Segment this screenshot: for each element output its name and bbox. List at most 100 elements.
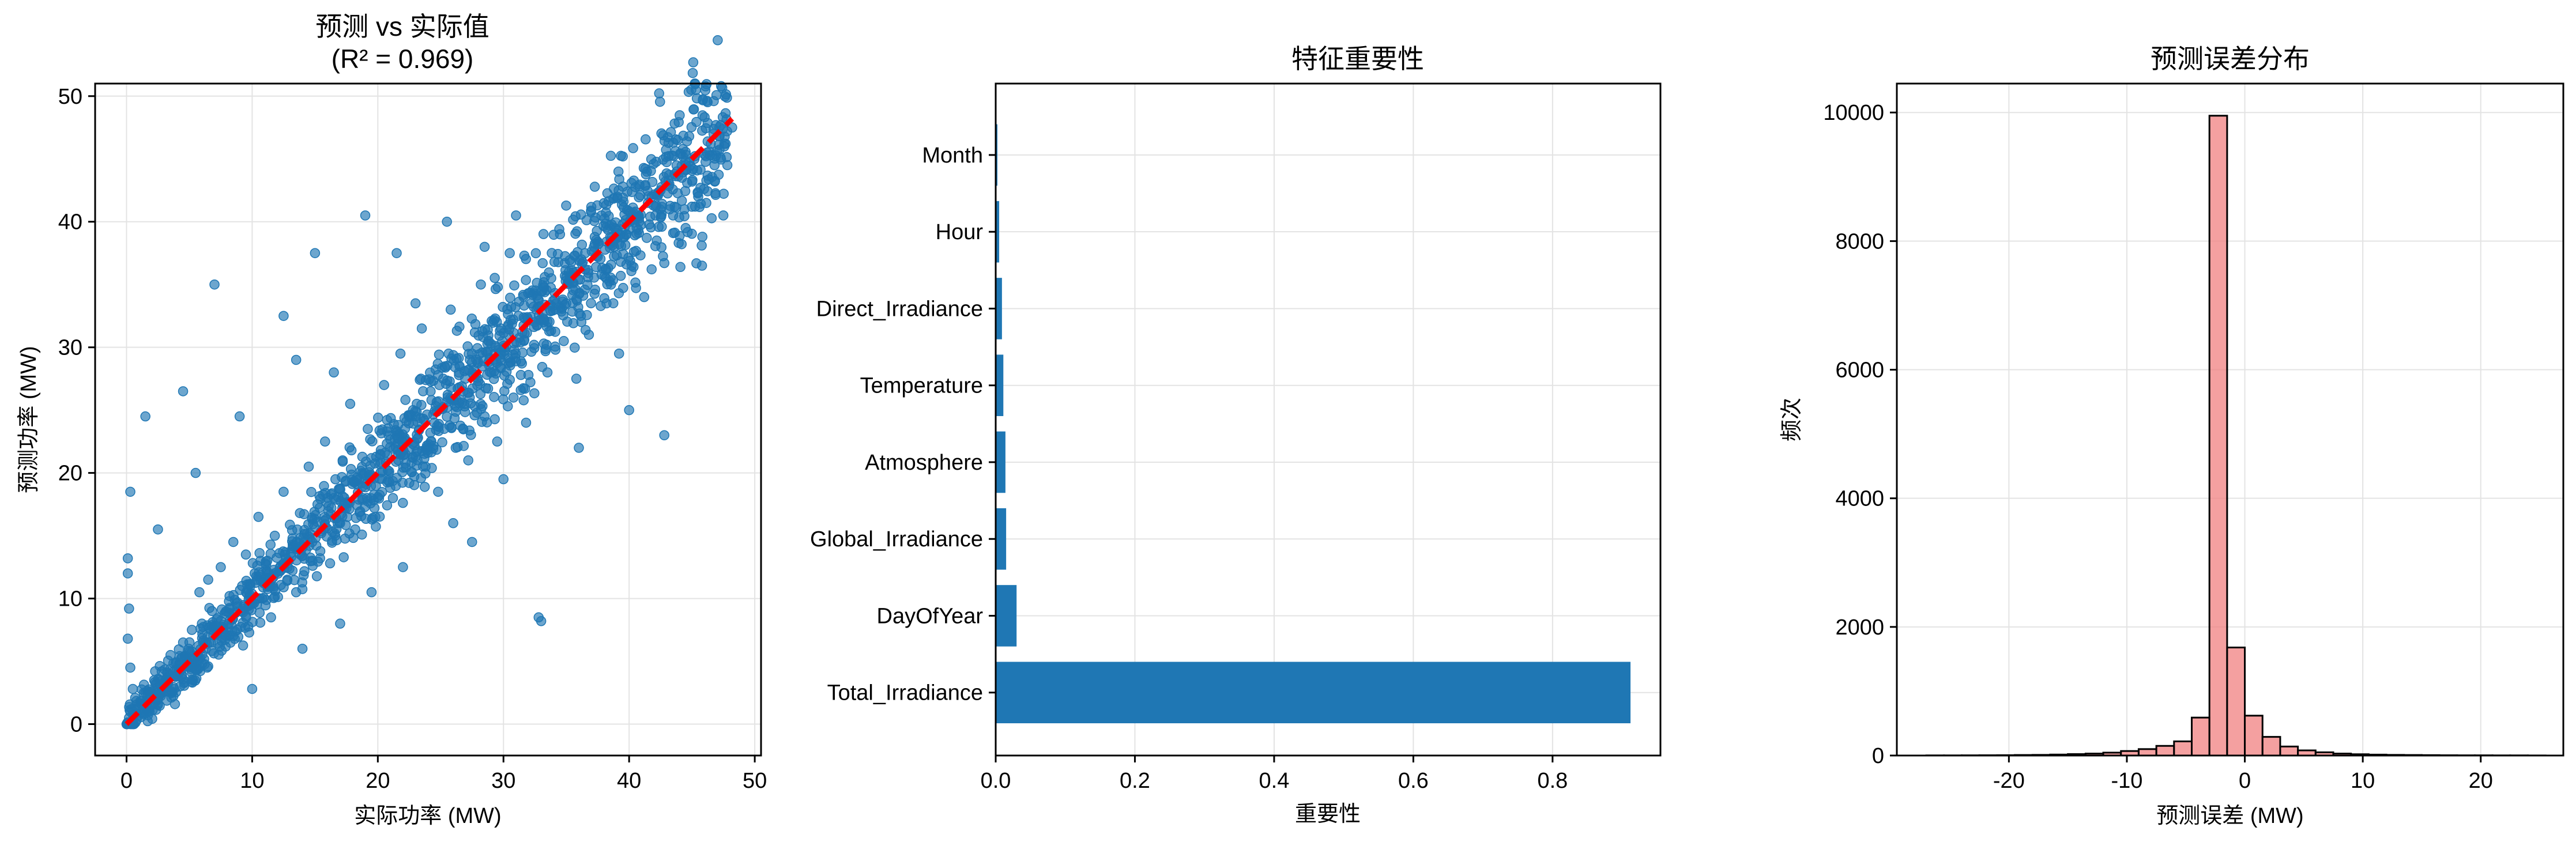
hist-bar — [2208, 115, 2228, 757]
scatter-point — [592, 236, 603, 247]
scatter-point — [572, 247, 583, 258]
hist-frame — [1896, 82, 2564, 757]
scatter-point — [242, 584, 253, 595]
scatter-point — [641, 134, 651, 145]
scatter-point — [479, 241, 490, 252]
scatter-point — [265, 549, 276, 559]
scatter-point — [398, 562, 408, 572]
scatter-point — [375, 445, 386, 455]
scatter-point — [335, 618, 345, 629]
hist-bar — [2226, 647, 2246, 757]
scatter-point — [466, 314, 477, 324]
scatter-point — [204, 603, 214, 613]
scatter-point — [561, 200, 571, 211]
scatter-point — [688, 57, 699, 67]
x-tick-label: 10 — [2351, 769, 2375, 793]
scatter-point — [547, 248, 557, 258]
scatter-point — [477, 417, 487, 427]
importance-title: 特征重要性 — [1291, 44, 1424, 74]
scatter-point — [416, 323, 427, 334]
scatter-point — [250, 577, 261, 588]
scatter-point — [345, 399, 356, 409]
scatter-point — [490, 284, 501, 294]
scatter-point — [498, 474, 509, 485]
scatter-point — [605, 150, 616, 161]
scatter-point — [297, 584, 308, 595]
y-tick-label: 2000 — [1835, 615, 1884, 640]
scatter-point — [570, 211, 581, 222]
scatter-point — [550, 341, 560, 352]
scatter-point — [562, 316, 573, 327]
scatter-point — [718, 188, 729, 199]
scatter-point — [536, 616, 547, 626]
scatter-point — [656, 242, 666, 252]
scatter-point — [481, 347, 491, 357]
scatter-point — [676, 239, 687, 250]
scatter-point — [718, 210, 729, 221]
scatter-point — [619, 232, 630, 243]
scatter-point — [586, 206, 596, 217]
scatter-point — [140, 411, 150, 422]
scatter-point — [213, 639, 223, 649]
category-label: Temperature — [860, 374, 983, 398]
scatter-point — [454, 361, 465, 371]
scatter-point — [437, 437, 447, 448]
scatter-point — [172, 657, 182, 667]
scatter-point — [391, 427, 402, 437]
scatter-point — [311, 571, 322, 581]
x-tick-label: 50 — [743, 769, 767, 793]
scatter-point — [434, 349, 445, 360]
scatter-point — [630, 182, 641, 192]
scatter-point — [617, 192, 628, 203]
scatter-point — [122, 568, 133, 579]
scatter-point — [604, 276, 615, 286]
scatter-point — [540, 346, 551, 357]
scatter-point — [634, 228, 644, 238]
scatter-point — [338, 552, 349, 562]
scatter-point — [462, 341, 473, 352]
scatter-point — [659, 430, 669, 440]
x-tick-label: 20 — [2469, 769, 2493, 793]
scatter-point — [197, 633, 208, 644]
scatter-point — [483, 324, 493, 335]
scatter-point — [506, 301, 517, 312]
scatter-point — [570, 342, 580, 353]
scatter-point — [430, 364, 441, 375]
scatter-point — [411, 460, 422, 471]
x-tick-label: 0 — [2239, 769, 2251, 793]
scatter-point — [325, 558, 336, 569]
scatter-point — [348, 532, 359, 543]
scatter-point — [687, 228, 697, 239]
scatter-point — [419, 454, 430, 464]
scatter-point — [469, 401, 480, 411]
scatter-point — [567, 306, 578, 317]
scatter-point — [125, 486, 135, 497]
scatter-point — [208, 621, 219, 632]
scatter-point — [391, 248, 402, 258]
error-hist-panel: 预测误差分布 -20 -10 0 10 20 0 2000 4000 6000 8000 10000… — [1780, 44, 2564, 828]
scatter-point — [603, 263, 613, 273]
scatter-point — [658, 251, 668, 262]
scatter-point — [669, 201, 680, 212]
scatter-point — [567, 298, 578, 308]
scatter-point — [654, 88, 665, 99]
scatter-point — [669, 118, 680, 129]
x-tick-label: -10 — [2111, 769, 2143, 793]
scatter-point — [392, 438, 402, 449]
scatter-point — [368, 489, 379, 500]
scatter-point — [628, 143, 638, 153]
scatter-point — [467, 537, 477, 547]
scatter-point — [382, 500, 393, 511]
scatter-point — [122, 633, 133, 644]
importance-bar — [996, 431, 1005, 493]
scatter-point — [575, 274, 585, 285]
scatter-point — [320, 436, 330, 447]
scatter-point — [209, 279, 220, 290]
hist-bar — [2191, 716, 2210, 757]
category-label: Atmosphere — [865, 451, 983, 475]
y-tick-label: 8000 — [1835, 229, 1884, 254]
scatter-point — [525, 377, 536, 388]
scatter-point — [504, 358, 514, 368]
scatter-point — [446, 383, 457, 393]
